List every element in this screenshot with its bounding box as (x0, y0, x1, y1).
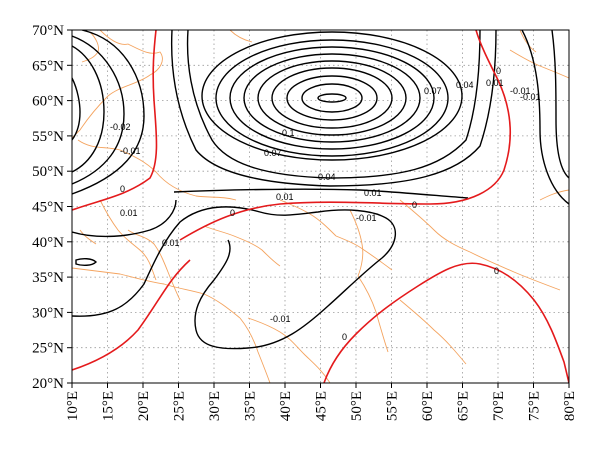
lat-label: 65°N (32, 58, 64, 74)
contour-label: -0.02 (110, 122, 131, 132)
contour-label: -0.01 (520, 92, 541, 102)
contour-label: 0.01 (364, 188, 382, 198)
contour-left (72, 30, 145, 195)
axis-ticks (67, 29, 570, 388)
contour-label: -0.01 (270, 314, 291, 324)
contour-right (521, 30, 569, 205)
lat-label: 60°N (32, 94, 64, 110)
contour-ring (271, 67, 393, 129)
lon-label: 25°E (172, 391, 188, 421)
lon-label: 45°E (314, 391, 330, 421)
lon-label: 40°E (278, 391, 294, 421)
contour-ring (243, 53, 421, 143)
contour-label: 0 (120, 184, 125, 194)
zero-contour (72, 30, 569, 383)
longitude-labels: 10°E 15°E 20°E 25°E 30°E 35°E 40°E 45°E 50°E 55°E… (65, 391, 578, 421)
latitude-labels: 70°N 65°N 60°N 55°N 50°N 45°N 40°N 35°N 30°N 25°N… (32, 23, 64, 392)
lon-label: 30°E (207, 391, 223, 421)
contour-label: 0.01 (486, 78, 504, 88)
contour-label: -0.01 (356, 213, 377, 223)
contour-ring (301, 83, 363, 113)
lat-label: 55°N (32, 129, 64, 145)
lat-label: 20°N (32, 376, 64, 392)
contour-0.01 (173, 188, 469, 199)
lon-label: 75°E (527, 391, 543, 421)
contour-neg-0.01 (72, 206, 396, 350)
contour-right (551, 30, 569, 179)
contour-left (72, 35, 125, 185)
lon-label: 70°E (491, 391, 507, 421)
contour-ring (257, 60, 407, 136)
contour-ring (215, 39, 449, 157)
contour-labels: 0.1 0.07 0.04 0.01 0 -0.01 0.07 0.04 0.0… (110, 66, 541, 342)
map-plot-area: 0.1 0.07 0.04 0.01 0 -0.01 0.07 0.04 0.0… (71, 29, 570, 384)
contour-label: 0 (496, 66, 501, 76)
contour-lines (72, 30, 569, 350)
contour-label: 0 (494, 266, 499, 276)
lon-label: 50°E (349, 391, 365, 421)
lon-label: 65°E (456, 391, 472, 421)
lat-label: 35°N (32, 270, 64, 286)
contour-label: 0.04 (456, 80, 474, 90)
contour-ring (317, 93, 347, 103)
lat-label: 70°N (32, 23, 64, 39)
contour-left-inner (72, 77, 81, 141)
contour-ring (201, 31, 463, 161)
lon-label: 35°E (243, 391, 259, 421)
contour-arc (186, 30, 481, 179)
contour-small (75, 257, 97, 267)
coastlines (72, 30, 569, 383)
contour-label: 0 (342, 332, 347, 342)
contour-label: 0.01 (162, 238, 180, 248)
lat-label: 25°N (32, 341, 64, 357)
contour-label: -0.01 (510, 86, 531, 96)
contour-label: 0 (230, 208, 235, 218)
lon-label: 10°E (65, 391, 81, 421)
lat-label: 50°N (32, 164, 64, 180)
lat-label: 45°N (32, 200, 64, 216)
contour-ring (286, 75, 378, 121)
contour-label: 0.01 (276, 192, 294, 202)
contour-label: 0.07 (424, 86, 442, 96)
lon-label: 15°E (101, 391, 117, 421)
lon-label: 20°E (136, 391, 152, 421)
contour-left (72, 45, 105, 173)
lat-label: 40°N (32, 235, 64, 251)
contour-label: 0.04 (318, 172, 336, 182)
contour-0.01 (72, 199, 177, 238)
contour-label: 0.07 (264, 148, 282, 158)
contour-arc (170, 30, 497, 187)
contour-label: 0.01 (120, 208, 138, 218)
lon-label: 55°E (385, 391, 401, 421)
contour-ring (229, 46, 435, 150)
lat-label: 30°N (32, 305, 64, 321)
contour-label: 0.1 (282, 128, 295, 138)
contour-label: -0.01 (120, 146, 141, 156)
lon-label: 80°E (562, 391, 578, 421)
lon-label: 60°E (420, 391, 436, 421)
contour-label: 0 (412, 200, 417, 210)
